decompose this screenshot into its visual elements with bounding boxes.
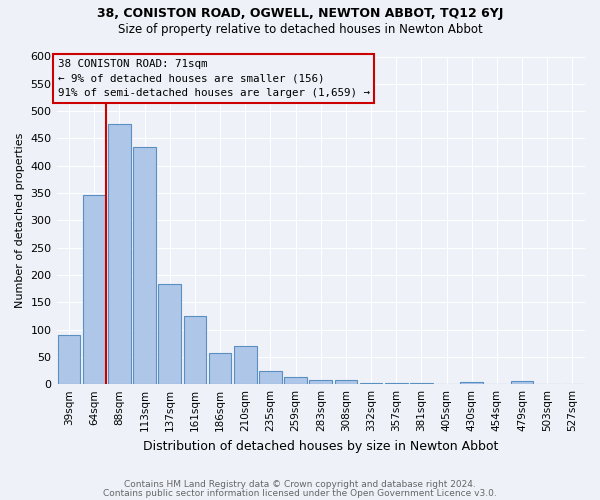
Bar — [158, 284, 181, 384]
Bar — [284, 377, 307, 384]
Bar — [58, 335, 80, 384]
Bar — [108, 124, 131, 384]
Bar — [385, 383, 407, 384]
Text: Size of property relative to detached houses in Newton Abbot: Size of property relative to detached ho… — [118, 22, 482, 36]
Bar — [335, 380, 357, 384]
Y-axis label: Number of detached properties: Number of detached properties — [15, 132, 25, 308]
Bar — [209, 352, 232, 384]
Bar — [460, 382, 483, 384]
Bar — [310, 380, 332, 384]
Bar — [133, 146, 156, 384]
Text: Contains public sector information licensed under the Open Government Licence v3: Contains public sector information licen… — [103, 489, 497, 498]
Text: 38, CONISTON ROAD, OGWELL, NEWTON ABBOT, TQ12 6YJ: 38, CONISTON ROAD, OGWELL, NEWTON ABBOT,… — [97, 8, 503, 20]
Bar — [360, 383, 382, 384]
Bar — [234, 346, 257, 384]
Bar — [83, 194, 106, 384]
Bar — [184, 316, 206, 384]
Text: 38 CONISTON ROAD: 71sqm
← 9% of detached houses are smaller (156)
91% of semi-de: 38 CONISTON ROAD: 71sqm ← 9% of detached… — [58, 58, 370, 98]
X-axis label: Distribution of detached houses by size in Newton Abbot: Distribution of detached houses by size … — [143, 440, 499, 452]
Bar — [259, 370, 282, 384]
Bar — [410, 382, 433, 384]
Bar — [511, 382, 533, 384]
Text: Contains HM Land Registry data © Crown copyright and database right 2024.: Contains HM Land Registry data © Crown c… — [124, 480, 476, 489]
